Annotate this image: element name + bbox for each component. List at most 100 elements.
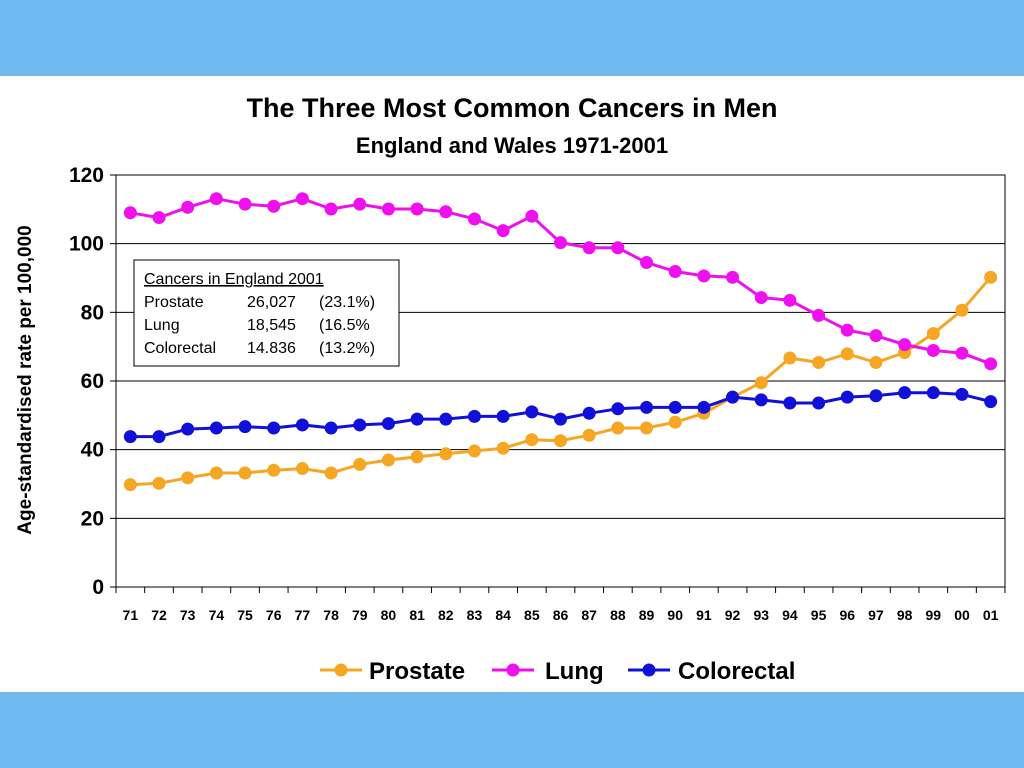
x-tick-label: 82 [438,607,454,623]
data-point-colorectal [324,421,338,435]
legend-swatch-marker [334,663,348,677]
data-point-lung [898,338,912,352]
data-point-colorectal [898,386,912,400]
data-point-prostate [840,347,854,361]
data-point-lung [353,197,367,211]
data-point-colorectal [410,412,424,426]
x-tick-label: 95 [811,607,827,623]
x-tick-label: 81 [409,607,425,623]
x-tick-label: 91 [696,607,712,623]
series-lung [123,192,998,371]
series-group [123,192,998,492]
info-box-title: Cancers in England 2001 [144,271,324,288]
x-tick-labels: 71 72 73 74 75 76 77 78 79 80 81 82 83 84 85 86 87 88 89 90… [123,607,999,623]
x-tick-label: 79 [352,607,368,623]
data-point-lung [840,323,854,337]
data-point-lung [869,329,883,343]
info-row-pct: (13.2%) [319,340,375,357]
data-point-colorectal [181,422,195,436]
data-point-colorectal [152,430,166,444]
chart-slide: The Three Most Common Cancers in Men Eng… [0,76,1024,692]
data-point-lung [439,205,453,219]
y-tick-label: 120 [69,164,104,187]
x-tick-label: 76 [266,607,282,623]
y-tick-labels: 0 20 40 60 80 100 120 [69,164,104,599]
data-point-colorectal [812,396,826,410]
data-point-prostate [869,355,883,369]
x-tick-label: 92 [725,607,741,623]
info-row-pct: (23.1%) [319,294,375,311]
data-point-lung [525,209,539,223]
data-point-prostate [668,415,682,429]
legend-item-colorectal: Colorectal [628,658,795,685]
y-tick-label: 100 [69,233,104,256]
x-tick-label: 90 [667,607,683,623]
data-point-lung [209,192,223,206]
info-row-count: 26,027 [247,294,296,311]
data-point-lung [812,308,826,322]
data-point-prostate [525,433,539,447]
legend: Prostate Lung Colorectal [320,658,795,685]
x-tick-label: 71 [123,607,139,623]
x-tick-label: 87 [581,607,597,623]
y-axis-label: Age-standardised rate per 100,000 [15,225,36,534]
y-tick-label: 60 [81,370,104,393]
data-point-lung [295,192,309,206]
x-tick-label: 85 [524,607,540,623]
y-tick-label: 0 [92,576,104,599]
data-point-colorectal [726,390,740,404]
data-point-colorectal [984,395,998,409]
data-point-lung [123,206,137,220]
x-tick-label: 88 [610,607,626,623]
legend-swatch-marker [506,663,520,677]
data-point-lung [754,291,768,305]
data-point-colorectal [869,389,883,403]
data-point-prostate [238,466,252,480]
x-tick-label: 93 [753,607,769,623]
chart-subtitle: England and Wales 1971-2001 [356,133,668,158]
data-point-lung [926,343,940,357]
data-point-colorectal [554,412,567,426]
data-point-colorectal [926,386,940,400]
data-point-prostate [381,453,395,467]
x-tick-label: 94 [782,607,798,623]
data-point-lung [381,202,395,216]
data-point-colorectal [467,409,481,423]
data-point-prostate [295,462,309,476]
data-point-lung [783,293,797,307]
y-tick-label: 20 [81,507,104,530]
x-tick-label: 97 [868,607,884,623]
data-point-prostate [926,327,940,341]
data-point-colorectal [238,420,252,434]
legend-item-lung: Lung [492,658,604,685]
x-tick-label: 83 [467,607,483,623]
data-point-prostate [754,376,768,390]
x-tick-label: 84 [495,607,511,623]
data-point-prostate [611,421,625,435]
data-point-prostate [439,447,453,461]
data-point-lung [984,357,998,371]
data-point-lung [611,241,625,255]
data-point-prostate [324,466,338,480]
data-point-lung [238,197,252,211]
data-point-lung [640,256,654,270]
legend-label: Prostate [369,658,465,685]
data-point-colorectal [496,409,510,423]
data-point-prostate [984,270,998,284]
data-point-lung [726,270,740,284]
data-point-colorectal [582,406,596,420]
x-tick-label: 80 [381,607,397,623]
data-point-prostate [812,355,826,369]
x-tick-label: 86 [553,607,569,623]
data-point-prostate [209,466,223,480]
data-point-colorectal [525,405,539,419]
legend-item-prostate: Prostate [320,658,465,685]
data-point-colorectal [123,430,137,444]
data-point-lung [181,200,195,214]
x-tick-label: 74 [209,607,225,623]
data-point-lung [467,212,481,226]
data-point-prostate [267,463,281,477]
x-tick-label: 78 [323,607,339,623]
legend-swatch-marker [642,663,656,677]
data-point-prostate [410,450,424,464]
